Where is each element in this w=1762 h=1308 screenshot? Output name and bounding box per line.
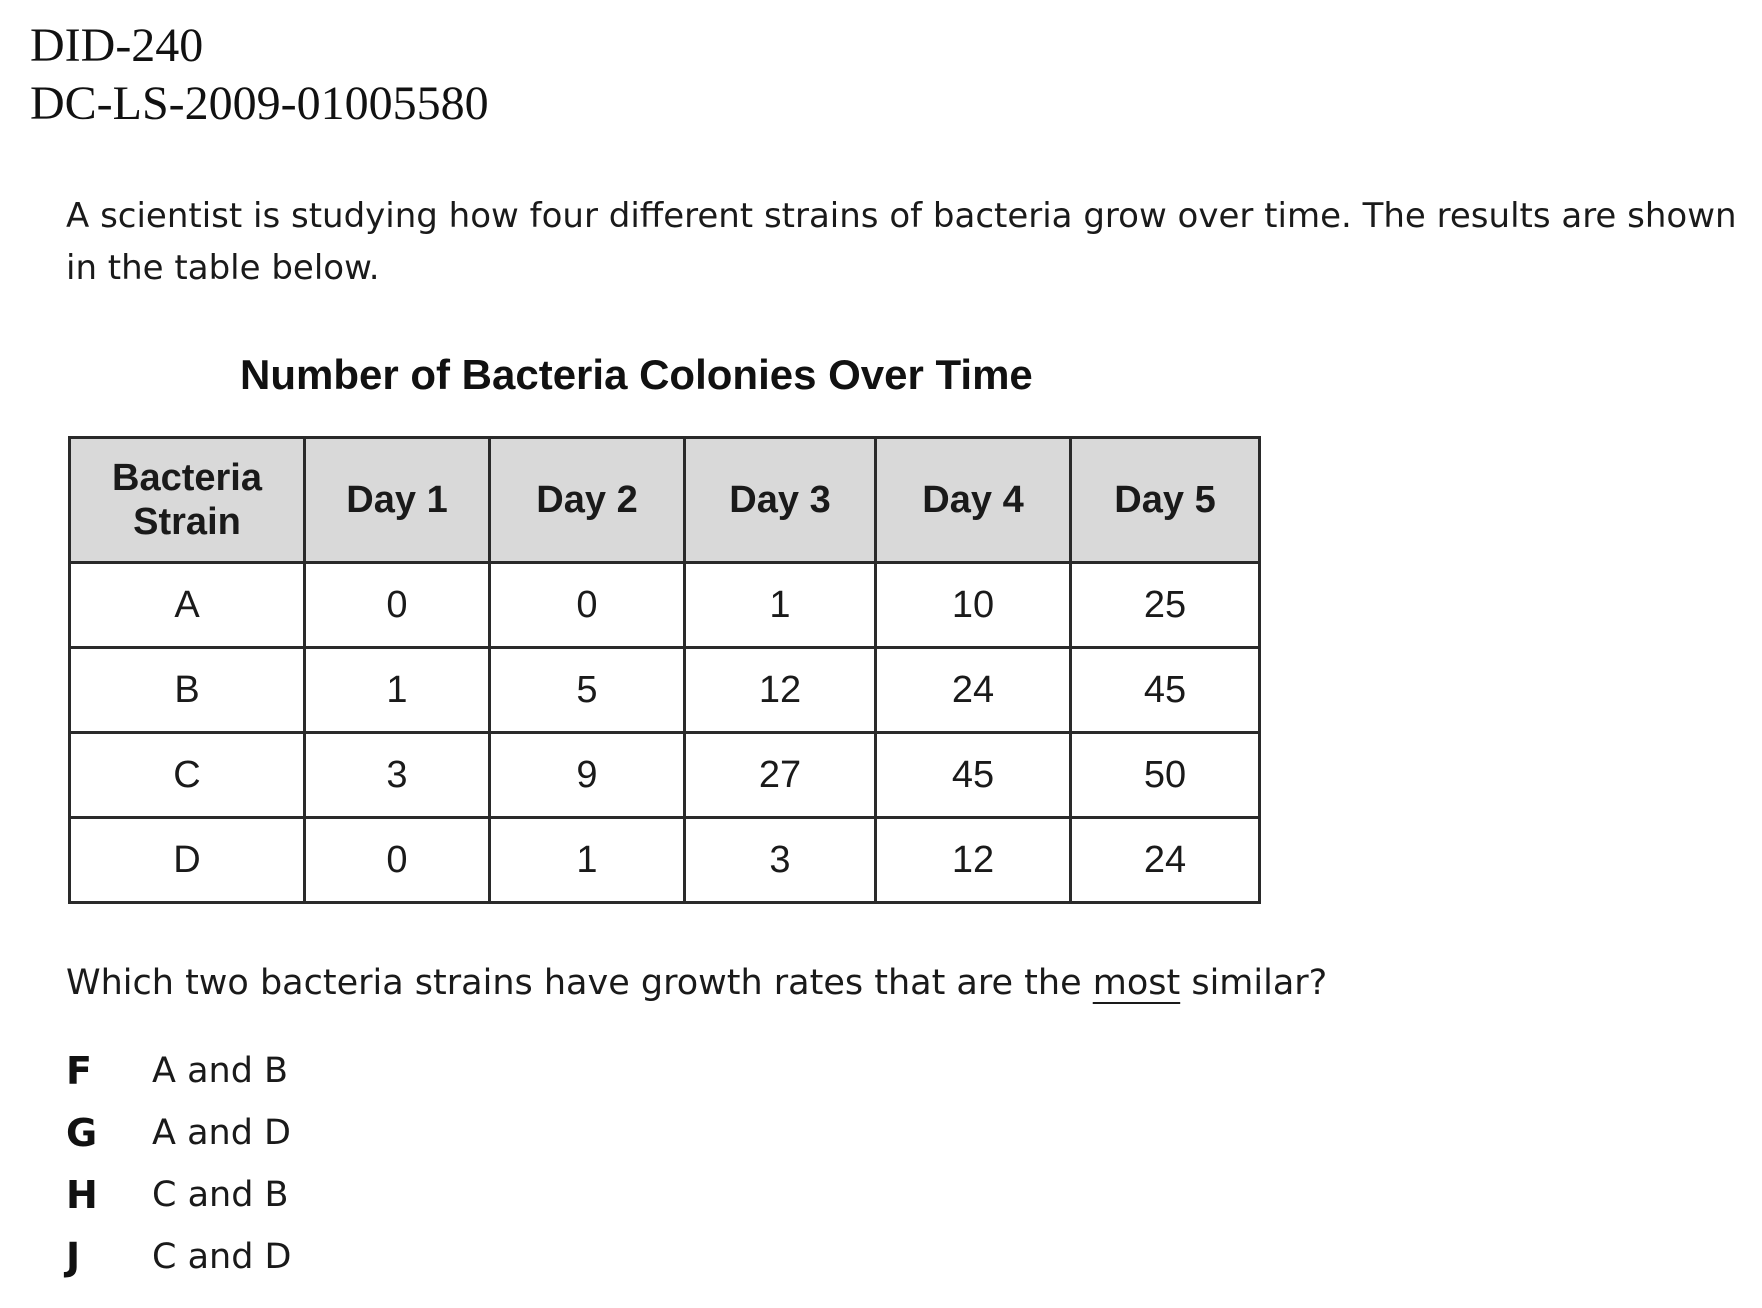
choice-letter: G xyxy=(66,1111,98,1155)
header-bacteria-strain: Bacteria Strain xyxy=(68,436,306,564)
table-cell: 3 xyxy=(683,816,877,904)
choice-text: A and D xyxy=(152,1113,291,1153)
choice-h[interactable]: H C and B xyxy=(66,1164,292,1226)
table-row: B 1 5 12 24 45 xyxy=(68,646,1261,734)
table-cell: 3 xyxy=(303,731,491,819)
table-cell: 27 xyxy=(683,731,877,819)
table-cell: 1 xyxy=(683,561,877,649)
table-cell: 45 xyxy=(874,731,1072,819)
table-cell: 12 xyxy=(683,646,877,734)
answer-choices: F A and B G A and D H C and B J C and D xyxy=(66,1040,292,1288)
table-cell: 5 xyxy=(488,646,686,734)
choice-g[interactable]: G A and D xyxy=(66,1102,292,1164)
table-cell: 45 xyxy=(1069,646,1261,734)
table-cell: 24 xyxy=(874,646,1072,734)
document-code: DC-LS-2009-01005580 xyxy=(30,77,489,130)
choice-letter: J xyxy=(66,1235,81,1279)
table-title: Number of Bacteria Colonies Over Time xyxy=(240,351,1033,398)
table-cell: 10 xyxy=(874,561,1072,649)
table-row: A 0 0 1 10 25 xyxy=(68,561,1261,649)
strain-cell: B xyxy=(68,646,306,734)
table-cell: 9 xyxy=(488,731,686,819)
table-cell: 12 xyxy=(874,816,1072,904)
question-before: Which two bacteria strains have growth r… xyxy=(66,963,1093,1003)
table-cell: 50 xyxy=(1069,731,1261,819)
header-strain-line2: Strain xyxy=(133,501,241,543)
table-cell: 1 xyxy=(488,816,686,904)
table-row: C 3 9 27 45 50 xyxy=(68,731,1261,819)
choice-f[interactable]: F A and B xyxy=(66,1040,292,1102)
table-cell: 0 xyxy=(303,816,491,904)
table-cell: 24 xyxy=(1069,816,1261,904)
choice-text: C and D xyxy=(152,1237,292,1277)
choice-letter: F xyxy=(66,1049,92,1093)
table-row: D 0 1 3 12 24 xyxy=(68,816,1261,904)
document-id: DID-240 xyxy=(30,19,204,72)
table-header-row: Bacteria Strain Day 1 Day 2 Day 3 Day 4 … xyxy=(68,436,1261,564)
strain-cell: C xyxy=(68,731,306,819)
table-cell: 25 xyxy=(1069,561,1261,649)
question-emphasis: most xyxy=(1092,963,1181,1003)
header-day-1: Day 1 xyxy=(303,436,491,564)
strain-cell: A xyxy=(68,561,306,649)
intro-paragraph: A scientist is studying how four differe… xyxy=(66,196,1737,288)
table-cell: 0 xyxy=(303,561,491,649)
bacteria-table: Bacteria Strain Day 1 Day 2 Day 3 Day 4 … xyxy=(68,436,1261,904)
strain-cell: D xyxy=(68,816,306,904)
header-day-4: Day 4 xyxy=(874,436,1072,564)
choice-text: A and B xyxy=(152,1051,289,1091)
question-text: Which two bacteria strains have growth r… xyxy=(66,958,1327,1008)
choice-text: C and B xyxy=(152,1175,289,1215)
choice-letter: H xyxy=(66,1173,98,1217)
header-day-2: Day 2 xyxy=(488,436,686,564)
table-cell: 0 xyxy=(488,561,686,649)
header-day-3: Day 3 xyxy=(683,436,877,564)
choice-j[interactable]: J C and D xyxy=(66,1226,292,1288)
header-day-5: Day 5 xyxy=(1069,436,1261,564)
question-after: similar? xyxy=(1180,963,1328,1003)
header-strain-line1: Bacteria xyxy=(112,457,262,499)
table-cell: 1 xyxy=(303,646,491,734)
